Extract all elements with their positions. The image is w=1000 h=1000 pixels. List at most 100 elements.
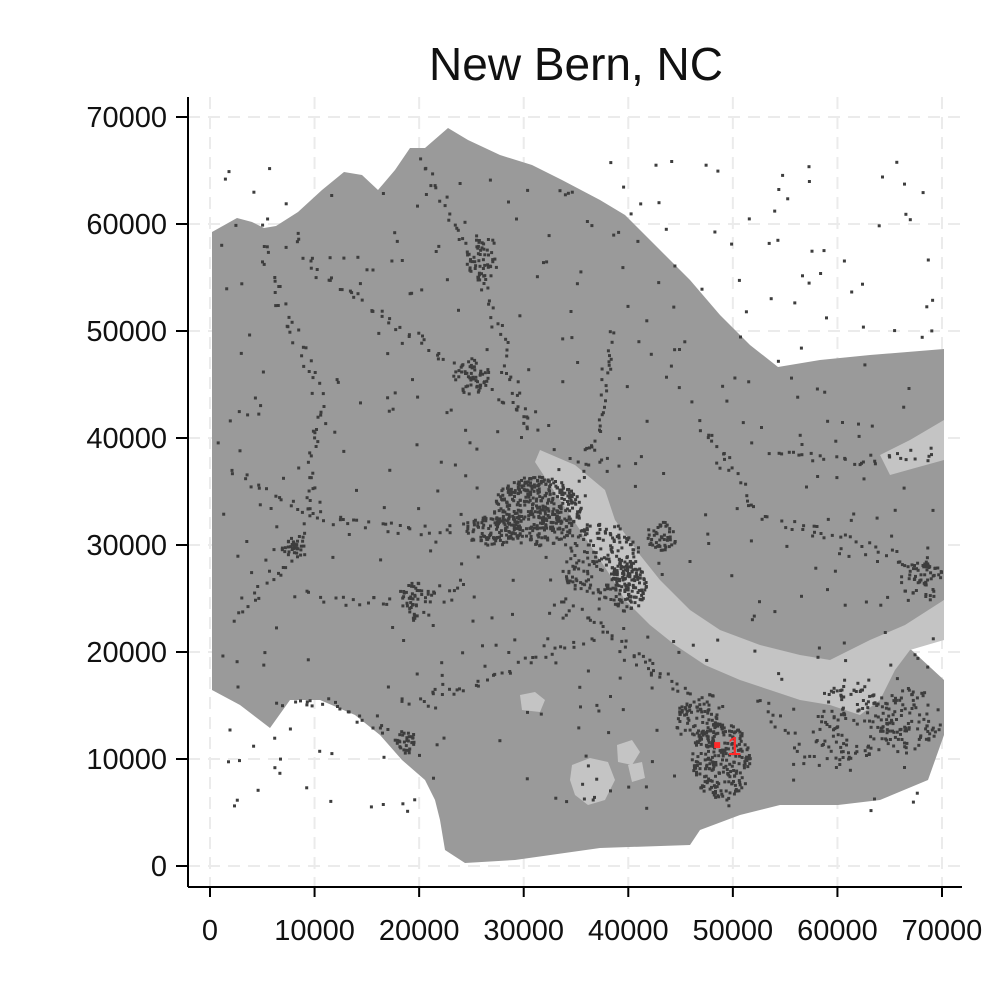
developed-pixel (566, 488, 569, 492)
developed-pixel (417, 582, 421, 586)
sparse-pixel (535, 275, 539, 279)
sparse-pixel (703, 758, 707, 762)
developed-pixel (468, 266, 472, 270)
developed-pixel (686, 721, 690, 725)
developed-pixel (477, 273, 481, 277)
developed-pixel (646, 536, 650, 540)
sparse-pixel (420, 288, 424, 292)
developed-pixel (905, 741, 909, 745)
developed-pixel (426, 589, 430, 593)
sparse-pixel (800, 443, 804, 446)
x-tick-label: 70000 (902, 915, 983, 947)
sparse-pixel (273, 766, 277, 770)
road-pixel (334, 700, 337, 704)
developed-pixel (620, 585, 624, 589)
developed-pixel (507, 530, 511, 533)
developed-pixel (543, 505, 547, 509)
developed-pixel (544, 517, 548, 521)
developed-pixel (542, 526, 546, 530)
developed-pixel (611, 536, 615, 540)
road-pixel (890, 548, 894, 552)
sparse-pixel (801, 274, 804, 278)
sparse-pixel (282, 476, 285, 480)
developed-pixel (638, 573, 642, 577)
developed-pixel (553, 513, 557, 516)
developed-pixel (539, 521, 542, 525)
sparse-pixel (246, 413, 250, 417)
developed-pixel (650, 538, 654, 541)
developed-pixel (591, 591, 595, 595)
developed-pixel (737, 789, 741, 793)
sparse-pixel (382, 755, 386, 759)
developed-pixel (685, 703, 689, 707)
road-pixel (254, 598, 257, 602)
road-pixel (479, 383, 483, 387)
developed-pixel (552, 481, 556, 485)
developed-pixel (747, 754, 751, 757)
developed-pixel (699, 786, 703, 790)
developed-pixel (917, 720, 921, 724)
road-pixel (297, 328, 301, 332)
sparse-pixel (377, 331, 381, 335)
developed-pixel (567, 581, 571, 585)
road-pixel (237, 611, 241, 615)
developed-pixel (885, 718, 889, 722)
developed-pixel (480, 532, 484, 535)
developed-pixel (924, 595, 928, 598)
road-pixel (505, 354, 509, 358)
road-pixel (445, 195, 449, 199)
developed-pixel (533, 510, 537, 514)
sparse-pixel (261, 223, 265, 227)
sparse-pixel (306, 658, 310, 662)
developed-pixel (465, 529, 469, 533)
sparse-pixel (879, 603, 883, 607)
developed-pixel (287, 539, 290, 543)
developed-pixel (634, 575, 638, 579)
developed-pixel (725, 758, 729, 762)
sparse-pixel (441, 682, 445, 686)
developed-pixel (528, 538, 532, 542)
developed-pixel (603, 595, 607, 599)
sparse-pixel (330, 752, 334, 756)
developed-pixel (820, 720, 824, 724)
developed-pixel (899, 732, 902, 736)
sparse-pixel (236, 685, 240, 689)
developed-pixel (891, 722, 895, 726)
developed-pixel (707, 718, 711, 722)
developed-pixel (708, 728, 712, 732)
sparse-pixel (527, 495, 531, 499)
sparse-pixel (356, 255, 360, 259)
sparse-pixel (275, 626, 278, 630)
road-pixel (315, 268, 319, 271)
sparse-pixel (862, 477, 866, 481)
sparse-pixel (490, 616, 494, 620)
developed-pixel (561, 501, 565, 505)
developed-pixel (915, 567, 918, 571)
developed-pixel (921, 694, 925, 698)
x-tick-label: 0 (202, 915, 218, 947)
developed-pixel (550, 477, 554, 481)
sparse-pixel (644, 785, 648, 789)
developed-pixel (710, 712, 713, 716)
developed-pixel (529, 509, 533, 513)
road-pixel (818, 454, 822, 458)
sparse-pixel (554, 796, 558, 800)
developed-pixel (884, 737, 888, 741)
developed-pixel (659, 535, 663, 539)
sparse-pixel (258, 503, 262, 507)
developed-pixel (583, 533, 587, 537)
developed-pixel (839, 693, 843, 697)
developed-pixel (565, 579, 569, 583)
developed-pixel (567, 515, 571, 519)
developed-pixel (575, 579, 579, 583)
developed-pixel (907, 727, 911, 731)
developed-pixel (615, 573, 619, 577)
sparse-pixel (606, 630, 609, 634)
developed-pixel (500, 489, 504, 493)
sparse-pixel (400, 259, 404, 262)
developed-pixel (712, 731, 716, 734)
sparse-pixel (577, 726, 581, 730)
developed-pixel (825, 723, 829, 726)
developed-pixel (872, 693, 876, 697)
developed-pixel (745, 748, 749, 752)
